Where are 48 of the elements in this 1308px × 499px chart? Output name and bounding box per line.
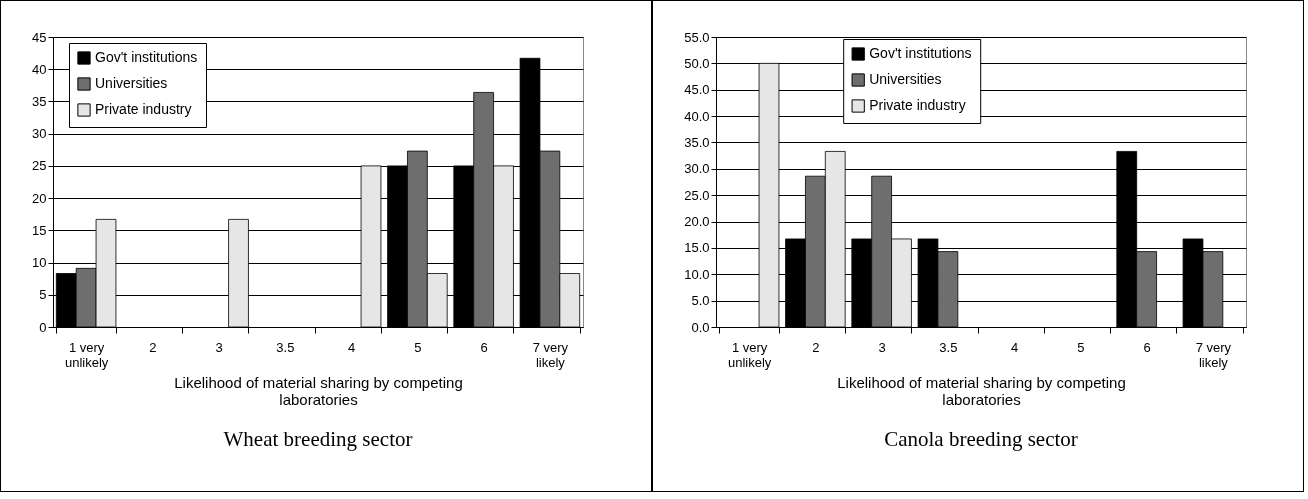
y-tick-label: 40.0 bbox=[684, 108, 710, 124]
legend-label: Universities bbox=[95, 75, 168, 91]
y-tick-label: 10.0 bbox=[684, 266, 710, 282]
x-tick-label: 3.5 bbox=[276, 339, 295, 355]
x-tick-label: 1 very unlikely bbox=[64, 339, 109, 370]
y-tick-label: 45.0 bbox=[684, 82, 710, 98]
x-tick-label: 7 very likely bbox=[1195, 339, 1232, 370]
x-tick-label: 1 very unlikely bbox=[727, 339, 772, 370]
x-axis-title: Likelihood of material sharing by competing laboratories bbox=[174, 373, 463, 408]
y-tick-label: 55.0 bbox=[684, 29, 710, 45]
y-tick-label: 15 bbox=[32, 222, 47, 238]
y-tick-label: 40 bbox=[32, 61, 47, 77]
x-tick-label: 3 bbox=[878, 339, 886, 355]
legend-label: Private industry bbox=[869, 97, 966, 113]
y-tick-label: 35.0 bbox=[684, 134, 710, 150]
y-tick-label: 20.0 bbox=[684, 214, 710, 230]
y-tick-label: 5.0 bbox=[691, 293, 710, 309]
text: Wheat breeding sector bbox=[223, 427, 413, 451]
x-tick-label: 5 bbox=[414, 339, 422, 355]
x-tick-label: 4 bbox=[348, 339, 356, 355]
y-tick-label: 25 bbox=[32, 158, 47, 174]
legend-label: Gov't institutions bbox=[95, 49, 198, 65]
y-tick-label: 0.0 bbox=[691, 319, 710, 335]
text: Canola breeding sector bbox=[884, 427, 1078, 451]
x-tick-label: 3.5 bbox=[939, 339, 958, 355]
y-tick-label: 15.0 bbox=[684, 240, 710, 256]
y-tick-label: 10 bbox=[32, 255, 47, 271]
legend-label: Gov't institutions bbox=[869, 45, 972, 61]
x-tick-label: 5 bbox=[1077, 339, 1085, 355]
legend-label: Universities bbox=[869, 71, 942, 87]
x-tick-label: 3 bbox=[215, 339, 223, 355]
x-axis-title: Likelihood of material sharing by competing laboratories bbox=[837, 373, 1126, 408]
y-tick-label: 0 bbox=[39, 319, 47, 335]
x-tick-label: 2 bbox=[149, 339, 157, 355]
x-tick-label: 7 very likely bbox=[532, 339, 569, 370]
y-tick-label: 30.0 bbox=[684, 161, 710, 177]
y-tick-label: 45 bbox=[32, 29, 47, 45]
x-tick-label: 2 bbox=[812, 339, 820, 355]
y-tick-label: 35 bbox=[32, 93, 47, 109]
y-tick-label: 50.0 bbox=[684, 55, 710, 71]
x-tick-label: 6 bbox=[1143, 339, 1151, 355]
x-tick-label: 6 bbox=[480, 339, 488, 355]
legend-label: Private industry bbox=[95, 101, 192, 117]
y-tick-label: 30 bbox=[32, 126, 47, 142]
y-tick-label: 5 bbox=[39, 287, 47, 303]
y-tick-label: 20 bbox=[32, 190, 47, 206]
x-tick-label: 4 bbox=[1011, 339, 1019, 355]
y-tick-label: 25.0 bbox=[684, 187, 710, 203]
